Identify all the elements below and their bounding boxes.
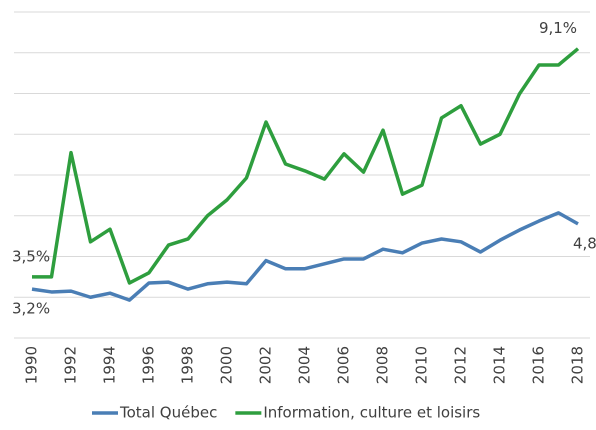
x-tick-label: 1998 — [179, 346, 197, 384]
data-label: 9,1% — [539, 19, 577, 37]
x-tick-label: 2012 — [452, 346, 470, 384]
x-tick-label: 1994 — [101, 346, 119, 384]
legend-label: Total Québec — [119, 404, 217, 422]
x-tick-label: 2008 — [374, 346, 392, 384]
x-tick-label: 2014 — [491, 346, 509, 384]
data-label: 3,5% — [12, 247, 50, 265]
x-tick-label: 2004 — [296, 346, 314, 384]
series-line — [31, 211, 579, 302]
x-tick-label: 2002 — [257, 346, 275, 384]
x-tick-label: 2010 — [413, 346, 431, 384]
data-label: 3,2% — [12, 300, 50, 318]
series-line — [32, 47, 580, 285]
x-tick-label: 1990 — [23, 346, 41, 384]
legend-label: Information, culture et loisirs — [263, 404, 480, 422]
x-tick-label: 2000 — [218, 346, 236, 384]
x-tick-label: 2016 — [530, 346, 548, 384]
data-label: 4,8% — [573, 234, 596, 252]
x-tick-label: 1996 — [140, 346, 158, 384]
x-tick-label: 1992 — [62, 346, 80, 384]
x-tick-label: 2006 — [335, 346, 353, 384]
x-tick-label: 2018 — [569, 346, 587, 384]
